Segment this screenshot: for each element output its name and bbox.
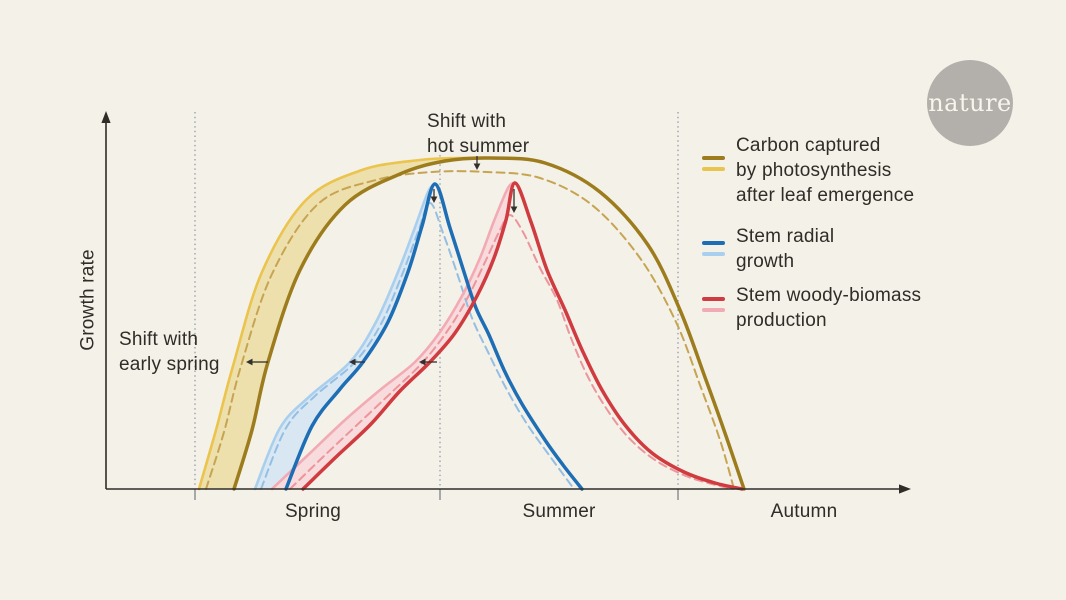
arrowhead-hot-summer-shift-carbon-icon bbox=[473, 163, 481, 170]
arrowhead-hot-summer-shift-biomass-icon bbox=[510, 206, 518, 213]
annotation-hot-summer: Shift with hot summer bbox=[427, 109, 529, 159]
y-axis-label: Growth rate bbox=[77, 249, 99, 351]
series-carbon-early-spring-band bbox=[199, 157, 491, 490]
series-biomass-current bbox=[301, 181, 744, 491]
y-axis-arrowhead-icon bbox=[101, 111, 111, 123]
annotation-hot-summer-line1: Shift with bbox=[427, 111, 507, 132]
x-axis-label-spring: Spring bbox=[284, 501, 342, 522]
arrowhead-early-spring-shift-radial-icon bbox=[349, 358, 356, 366]
legend-label-radial-line1: Stem radial bbox=[736, 226, 835, 247]
series-biomass-hot-summer bbox=[289, 214, 734, 490]
series-radial-hot-summer bbox=[260, 202, 575, 490]
series-carbon-early-spring bbox=[197, 156, 492, 491]
legend-swatch-radial-light bbox=[702, 252, 725, 256]
legend-label-biomass-line2: production bbox=[736, 310, 827, 331]
arrowhead-early-spring-shift-biomass-icon bbox=[419, 358, 426, 366]
legend-swatch-carbon-light bbox=[702, 167, 725, 171]
series-radial-early-spring bbox=[253, 182, 437, 491]
annotation-hot-summer-line2: hot summer bbox=[427, 136, 530, 157]
arrowhead-early-spring-shift-carbon-icon bbox=[246, 358, 253, 366]
x-axis-arrowhead-icon bbox=[899, 484, 911, 494]
x-axis-label-autumn: Autumn bbox=[770, 501, 838, 522]
annotation-early-spring-line2: early spring bbox=[119, 354, 220, 375]
legend-label-biomass-line1: Stem woody-biomass bbox=[736, 285, 922, 306]
series-radial-early-spring-band bbox=[255, 181, 436, 489]
legend-swatch-biomass-light bbox=[702, 308, 725, 312]
annotation-early-spring: Shift with early spring bbox=[119, 327, 220, 377]
legend-swatch-radial-dark bbox=[702, 241, 725, 245]
series-biomass-early-spring bbox=[270, 181, 517, 491]
annotation-early-spring-line1: Shift with bbox=[119, 329, 199, 350]
legend-label-carbon-line2: by photosynthesis bbox=[736, 160, 892, 181]
legend-label-carbon-line3: after leaf emergence bbox=[736, 185, 915, 206]
legend-label-carbon-line1: Carbon captured bbox=[736, 135, 881, 156]
legend-swatch-carbon-dark bbox=[702, 156, 725, 160]
nature-logo: nature bbox=[927, 60, 1013, 146]
series-radial-current bbox=[284, 182, 584, 491]
x-axis-label-summer: Summer bbox=[522, 501, 596, 522]
nature-logo-text: nature bbox=[928, 89, 1012, 117]
series-carbon-current bbox=[232, 156, 746, 491]
legend-swatch-biomass-dark bbox=[702, 297, 725, 301]
legend-label-radial-line2: growth bbox=[736, 251, 795, 272]
series-carbon-hot-summer bbox=[205, 170, 735, 490]
arrowhead-hot-summer-shift-radial-icon bbox=[430, 196, 438, 203]
